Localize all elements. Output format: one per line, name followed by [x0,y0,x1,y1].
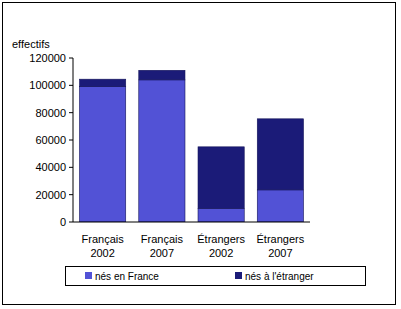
y-tick-label: 40000 [35,161,66,173]
bar-segment [139,70,185,80]
y-tick [69,140,73,141]
y-tick-label: 120000 [29,52,66,64]
y-tick [69,194,73,195]
bar-segment [198,147,244,209]
bar-segment [139,80,185,222]
bar-segment [257,119,303,190]
legend-swatch [85,272,92,279]
chart: effectifs 0 20000 40000 60000 80000 100000 1200… [0,0,401,309]
frame [3,3,396,305]
x-tick-label: Étrangers2002 [197,233,245,259]
bar-segment [80,87,126,222]
legend-label: nés à l'étranger [245,271,314,282]
y-tick [69,58,73,59]
bar-segment [198,208,244,222]
y-tick-label: 60000 [35,134,66,146]
y-tick [69,85,73,86]
x-tick-label: Français2007 [141,233,184,259]
y-tick [69,112,73,113]
y-tick-label: 100000 [29,79,66,91]
x-tick-label: Français2002 [82,233,125,259]
bar-segment [257,190,303,222]
y-tick-label: 0 [60,216,66,228]
legend: nés en France nés à l'étranger [66,267,366,286]
y-axis [73,58,74,222]
y-tick [69,167,73,168]
bars [80,70,304,222]
bar-segment [80,79,126,87]
y-axis-label: effectifs [12,38,50,50]
x-axis [73,222,310,223]
x-tick-label: Étrangers2007 [257,233,305,259]
legend-label: nés en France [95,271,159,282]
y-tick [69,222,73,223]
y-tick-label: 80000 [35,107,66,119]
chart-container: effectifs 0 20000 40000 60000 80000 100000 1200… [0,0,401,309]
legend-swatch [235,272,242,279]
y-tick-label: 20000 [35,189,66,201]
legend-box [66,267,366,286]
